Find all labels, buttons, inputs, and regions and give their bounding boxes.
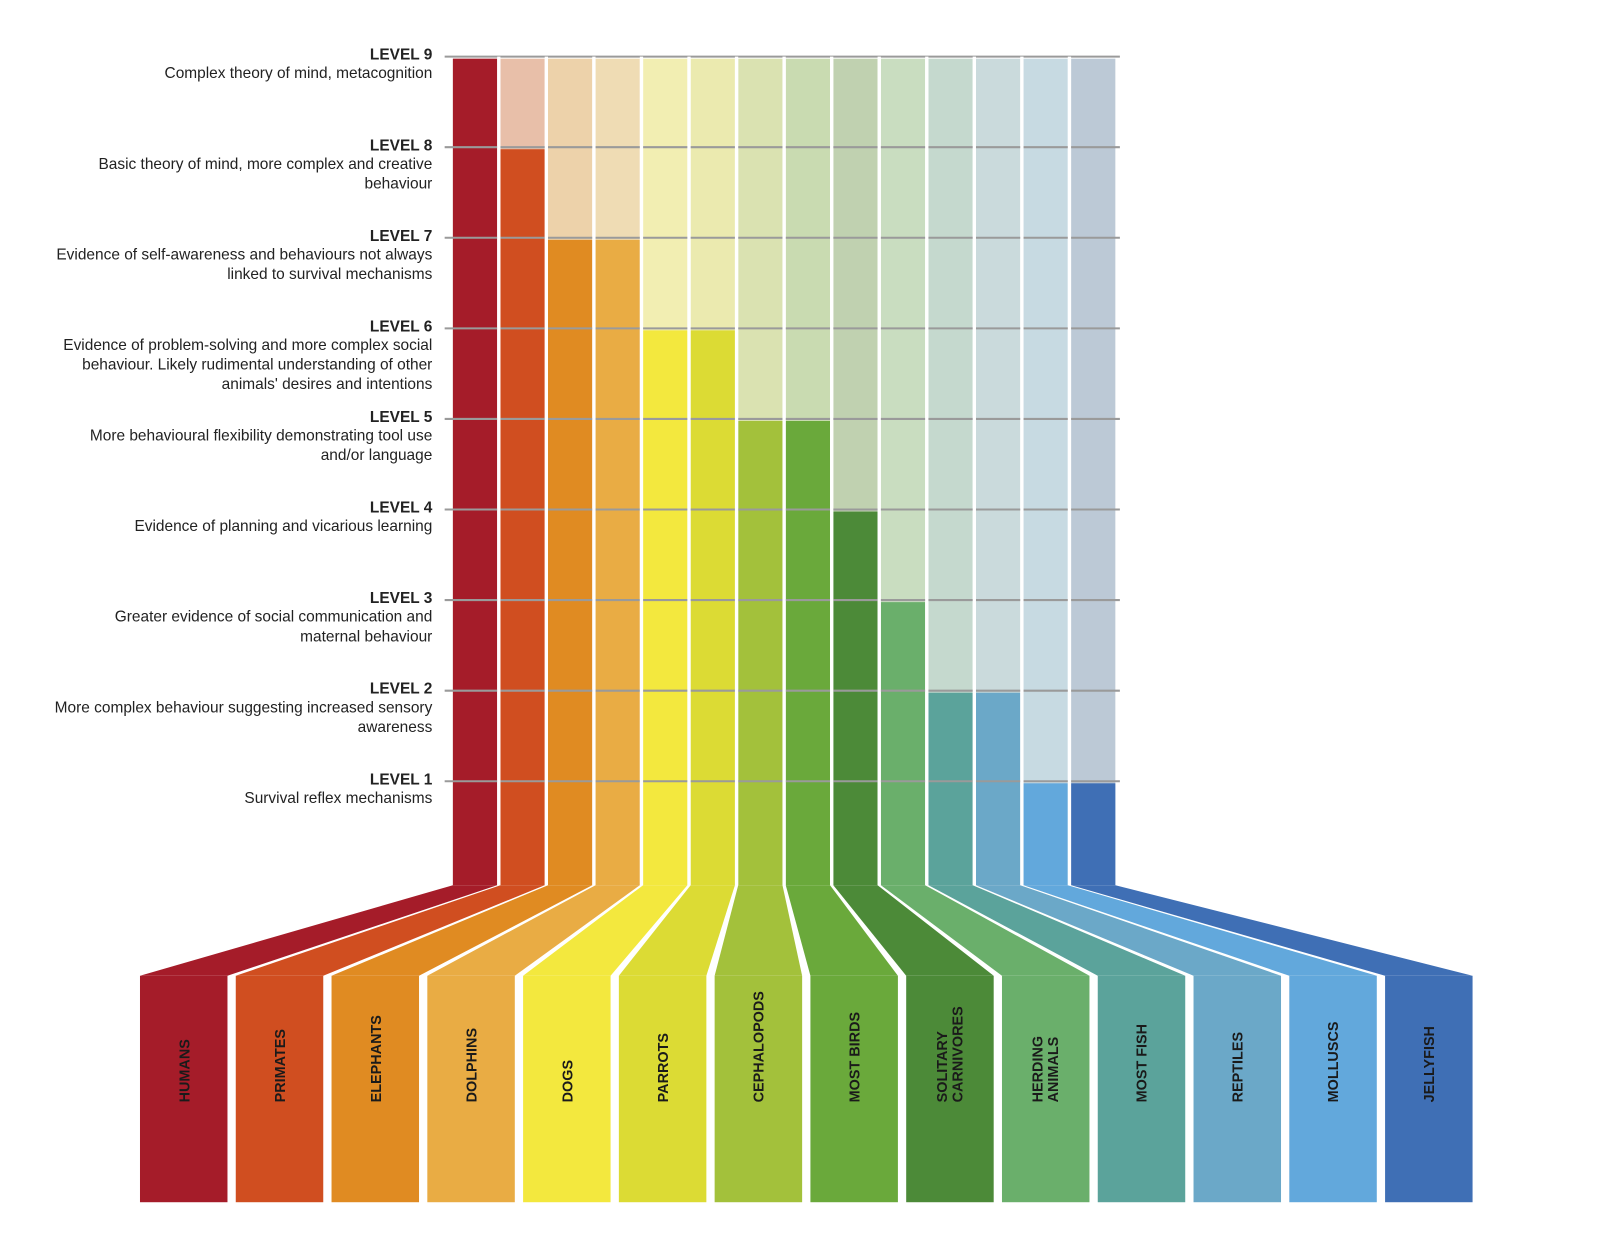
level-label: LEVEL 4: [369, 499, 433, 517]
category-box: [906, 975, 994, 1203]
category-box: [714, 975, 803, 1203]
category-box: [523, 975, 611, 1203]
level-label-group: LEVEL 6 Evidence of problem-solving and m…: [51, 318, 432, 394]
fan-band: [1071, 885, 1473, 976]
level-label-group: LEVEL 7 Evidence of self-awareness and be…: [51, 227, 432, 284]
category-box: [1193, 975, 1282, 1203]
category-label: SOLITARY CARNIVORES: [933, 1006, 966, 1103]
level-bar: [738, 420, 783, 886]
fan-band: [880, 885, 1090, 976]
level-label: LEVEL 1: [369, 770, 433, 789]
level-bar: [500, 149, 545, 886]
fan-band: [785, 885, 898, 976]
category-label: HERDING ANIMALS: [1029, 1035, 1062, 1103]
category-label: HUMANS: [174, 1039, 192, 1103]
category-box: [1385, 975, 1473, 1203]
fan-band: [1023, 885, 1377, 976]
level-bar: [595, 239, 640, 886]
level-bar: [1071, 783, 1116, 886]
level-description: Complex theory of mind, metacognition: [164, 64, 433, 83]
fan-band: [714, 885, 803, 976]
category-label: MOLLUSCS: [1324, 1021, 1341, 1103]
level-label-group: LEVEL 1 Survival reflex mechanisms: [244, 771, 432, 808]
level-bar: [1023, 783, 1068, 886]
category-box: [1289, 975, 1377, 1203]
level-label-group: LEVEL 5 More behavioural flexibility demo…: [51, 409, 432, 466]
category-box: [618, 975, 707, 1203]
level-bar: [975, 692, 1021, 886]
category-box: [331, 975, 420, 1203]
level-description: Evidence of planning and vicarious learn…: [134, 517, 433, 536]
fan-band: [427, 885, 640, 976]
category-box: [427, 975, 515, 1203]
category-label: MOST FISH: [1132, 1023, 1150, 1103]
category-label: JELLYFISH: [1420, 1026, 1437, 1103]
category-box: [139, 975, 228, 1203]
level-description: Evidence of self-awareness and behaviour…: [56, 246, 433, 284]
level-description: Basic theory of mind, more complex and c…: [98, 155, 433, 193]
level-bar: [547, 239, 593, 886]
level-bar: [452, 58, 498, 886]
level-label: LEVEL 6: [369, 318, 433, 336]
level-description: Survival reflex mechanisms: [244, 789, 433, 807]
level-bar: [928, 692, 973, 886]
level-bar: [833, 511, 878, 886]
category-box: [810, 975, 898, 1203]
level-label-group: LEVEL 4 Evidence of planning and vicariou…: [134, 499, 432, 536]
fan-band: [331, 885, 593, 976]
level-label-group: LEVEL 3 Greater evidence of social commun…: [51, 589, 433, 647]
level-description: Greater evidence of social communication…: [114, 608, 433, 646]
level-description: Evidence of problem-solving and more com…: [63, 336, 433, 394]
category-box: [1001, 975, 1090, 1203]
category-box: [235, 975, 324, 1203]
level-bar: [690, 330, 735, 886]
level-label-group: LEVEL 9 Complex theory of mind, metacogni…: [165, 46, 433, 83]
fan-band: [139, 885, 498, 976]
category-label: PRIMATES: [270, 1028, 288, 1103]
fan-band: [618, 885, 735, 976]
level-bar: [880, 602, 926, 886]
fan-band: [523, 885, 688, 976]
fan-band: [928, 885, 1186, 976]
level-label: LEVEL 3: [369, 589, 433, 608]
category-box: [1097, 975, 1186, 1203]
level-bar: [643, 330, 688, 886]
category-label: MOST BIRDS: [845, 1011, 862, 1103]
faded-column: [1023, 58, 1068, 886]
category-label: ELEPHANTS: [366, 1015, 383, 1103]
level-label: LEVEL 5: [369, 408, 433, 427]
category-label: REPTILES: [1228, 1031, 1245, 1103]
level-bar: [785, 420, 831, 886]
level-description: More behavioural flexibility demonstrati…: [89, 427, 433, 465]
level-label: LEVEL 8: [369, 136, 433, 155]
level-label-group: LEVEL 8 Basic theory of mind, more comple…: [51, 137, 432, 194]
level-description: More complex behaviour suggesting increa…: [54, 698, 433, 736]
fan-band: [833, 885, 994, 976]
level-label: LEVEL 9: [369, 46, 433, 64]
category-label: DOGS: [558, 1059, 575, 1103]
level-label: LEVEL 7: [369, 227, 433, 245]
faded-column: [1071, 58, 1116, 886]
category-label: DOLPHINS: [462, 1027, 479, 1103]
category-label: PARROTS: [653, 1032, 671, 1103]
fan-band: [975, 885, 1282, 976]
fan-band: [235, 885, 545, 976]
level-label-group: LEVEL 2 More complex behaviour suggesting…: [51, 680, 433, 737]
level-label: LEVEL 2: [369, 680, 433, 698]
category-label: CEPHALOPODS: [749, 991, 767, 1103]
